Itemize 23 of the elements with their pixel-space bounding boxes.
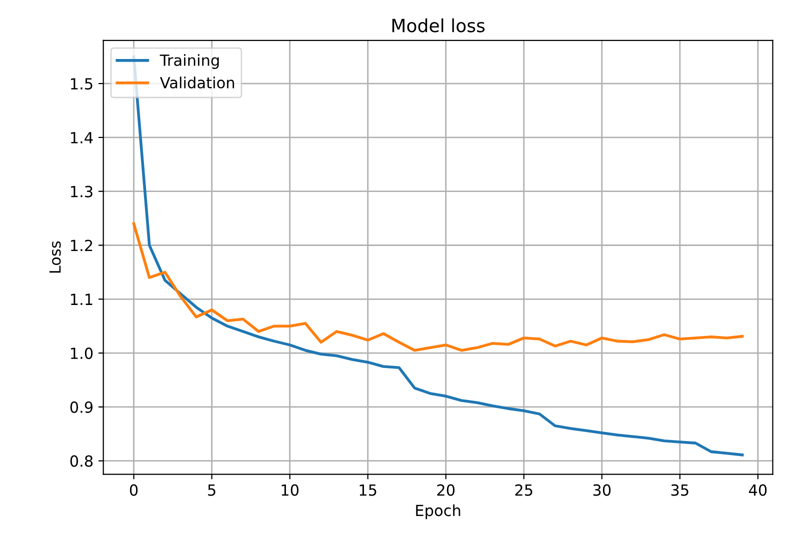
y-tick-label: 1.5 [71, 78, 92, 90]
legend-label: Training [160, 54, 219, 69]
y-tick-label: 0.9 [70, 401, 93, 413]
y-tick-label: 0.8 [70, 455, 93, 467]
x-tick-label: 25 [515, 484, 532, 496]
x-axis-title: Epoch [416, 504, 460, 520]
y-tick-label: 1.4 [71, 132, 93, 144]
legend-label: Validation [160, 76, 234, 88]
y-axis-title: Loss [49, 241, 61, 273]
line-series [132, 222, 744, 352]
y-tick-label: 1.0 [71, 348, 93, 360]
x-tick-label: 0 [130, 484, 138, 496]
x-tick-label: 30 [593, 484, 611, 496]
x-tick-label: 40 [748, 484, 767, 496]
y-tick-label: 1.3 [71, 186, 92, 198]
y-tick-label: 1.1 [71, 294, 92, 305]
x-tick-label: 5 [208, 484, 216, 496]
x-tick-label: 35 [671, 484, 688, 496]
chart-title: Model loss [392, 18, 485, 32]
x-tick-label: 15 [360, 484, 376, 496]
y-tick-label: 1.2 [71, 240, 92, 252]
x-tick-label: 20 [437, 484, 455, 496]
x-tick-label: 10 [282, 484, 299, 496]
